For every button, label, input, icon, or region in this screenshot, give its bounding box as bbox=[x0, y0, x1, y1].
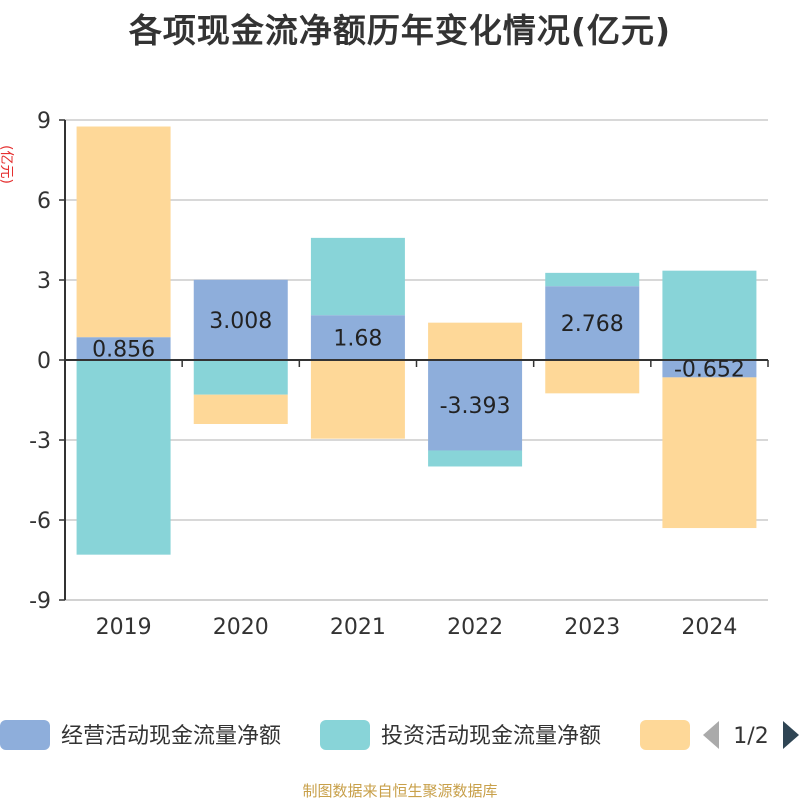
axes: 9 6 3 0 -3 -6 -9 2019 2020 2021 2022 2023 2024 bbox=[29, 109, 769, 640]
legend-page-indicator: 1/2 bbox=[733, 724, 768, 749]
data-label: 0.856 bbox=[92, 338, 155, 363]
bar-3-2022[interactable] bbox=[428, 322, 523, 360]
bar-1-2024[interactable] bbox=[662, 360, 757, 378]
legend-swatch bbox=[640, 720, 690, 750]
y-tick-label: -3 bbox=[29, 429, 51, 454]
bar-2-2020[interactable] bbox=[193, 360, 288, 395]
y-tick-label: 9 bbox=[37, 109, 51, 134]
bar-3-2019[interactable] bbox=[76, 126, 171, 338]
data-label: -3.393 bbox=[440, 394, 511, 419]
legend: 经营活动现金流量净额 投资活动现金流量净额 1/2 bbox=[0, 720, 799, 750]
bar-1-2021[interactable] bbox=[310, 315, 405, 360]
bar-1-2019[interactable] bbox=[76, 337, 171, 360]
triangle-left-icon[interactable] bbox=[703, 721, 719, 749]
bar-2-2024[interactable] bbox=[662, 270, 757, 360]
x-tick-label: 2022 bbox=[447, 615, 503, 640]
y-tick-label: -9 bbox=[29, 589, 51, 614]
x-tick-label: 2020 bbox=[213, 615, 269, 640]
x-tick-label: 2019 bbox=[96, 615, 152, 640]
x-tick-label: 2024 bbox=[681, 615, 737, 640]
legend-item-2[interactable]: 投资活动现金流量净额 bbox=[320, 720, 601, 750]
legend-item-3[interactable] bbox=[640, 720, 690, 750]
data-label: 2.768 bbox=[561, 312, 624, 337]
bar-3-2023[interactable] bbox=[545, 360, 640, 394]
bar-2-2022[interactable] bbox=[428, 450, 523, 467]
bar-3-2020[interactable] bbox=[193, 394, 288, 424]
triangle-right-icon[interactable] bbox=[783, 721, 799, 749]
source-note: 制图数据来自恒生聚源数据库 bbox=[302, 782, 498, 800]
bar-1-2020[interactable] bbox=[193, 279, 288, 360]
bar-2-2023[interactable] bbox=[545, 272, 640, 287]
bar-1-2022[interactable] bbox=[428, 360, 523, 451]
x-tick-label: 2023 bbox=[564, 615, 620, 640]
legend-item-1[interactable]: 经营活动现金流量净额 bbox=[0, 720, 281, 750]
bar-2-2019[interactable] bbox=[76, 360, 171, 555]
bar-3-2021[interactable] bbox=[310, 360, 405, 439]
legend-swatch bbox=[0, 720, 50, 750]
bar-1-2023[interactable] bbox=[545, 286, 640, 360]
y-tick-label: 3 bbox=[37, 269, 51, 294]
data-labels: 0.856 3.008 1.68 -3.393 2.768 -0.652 bbox=[92, 309, 745, 419]
y-tick-label: 0 bbox=[37, 349, 51, 374]
legend-label: 投资活动现金流量净额 bbox=[381, 724, 601, 749]
y-tick-label: 6 bbox=[37, 189, 51, 214]
data-label: 3.008 bbox=[209, 309, 272, 334]
grid-lines bbox=[65, 119, 768, 601]
y-tick-label: -6 bbox=[29, 509, 51, 534]
chart-title: 各项现金流净额历年变化情况(亿元) bbox=[128, 11, 672, 50]
y-axis-label: (亿元) bbox=[0, 145, 14, 184]
x-tick-label: 2021 bbox=[330, 615, 386, 640]
bar-3-2024[interactable] bbox=[662, 377, 757, 529]
bars bbox=[76, 126, 757, 555]
data-label: 1.68 bbox=[333, 327, 382, 352]
data-label: -0.652 bbox=[674, 358, 745, 383]
legend-label: 经营活动现金流量净额 bbox=[61, 724, 281, 749]
bar-2-2021[interactable] bbox=[310, 237, 405, 316]
legend-swatch bbox=[320, 720, 370, 750]
